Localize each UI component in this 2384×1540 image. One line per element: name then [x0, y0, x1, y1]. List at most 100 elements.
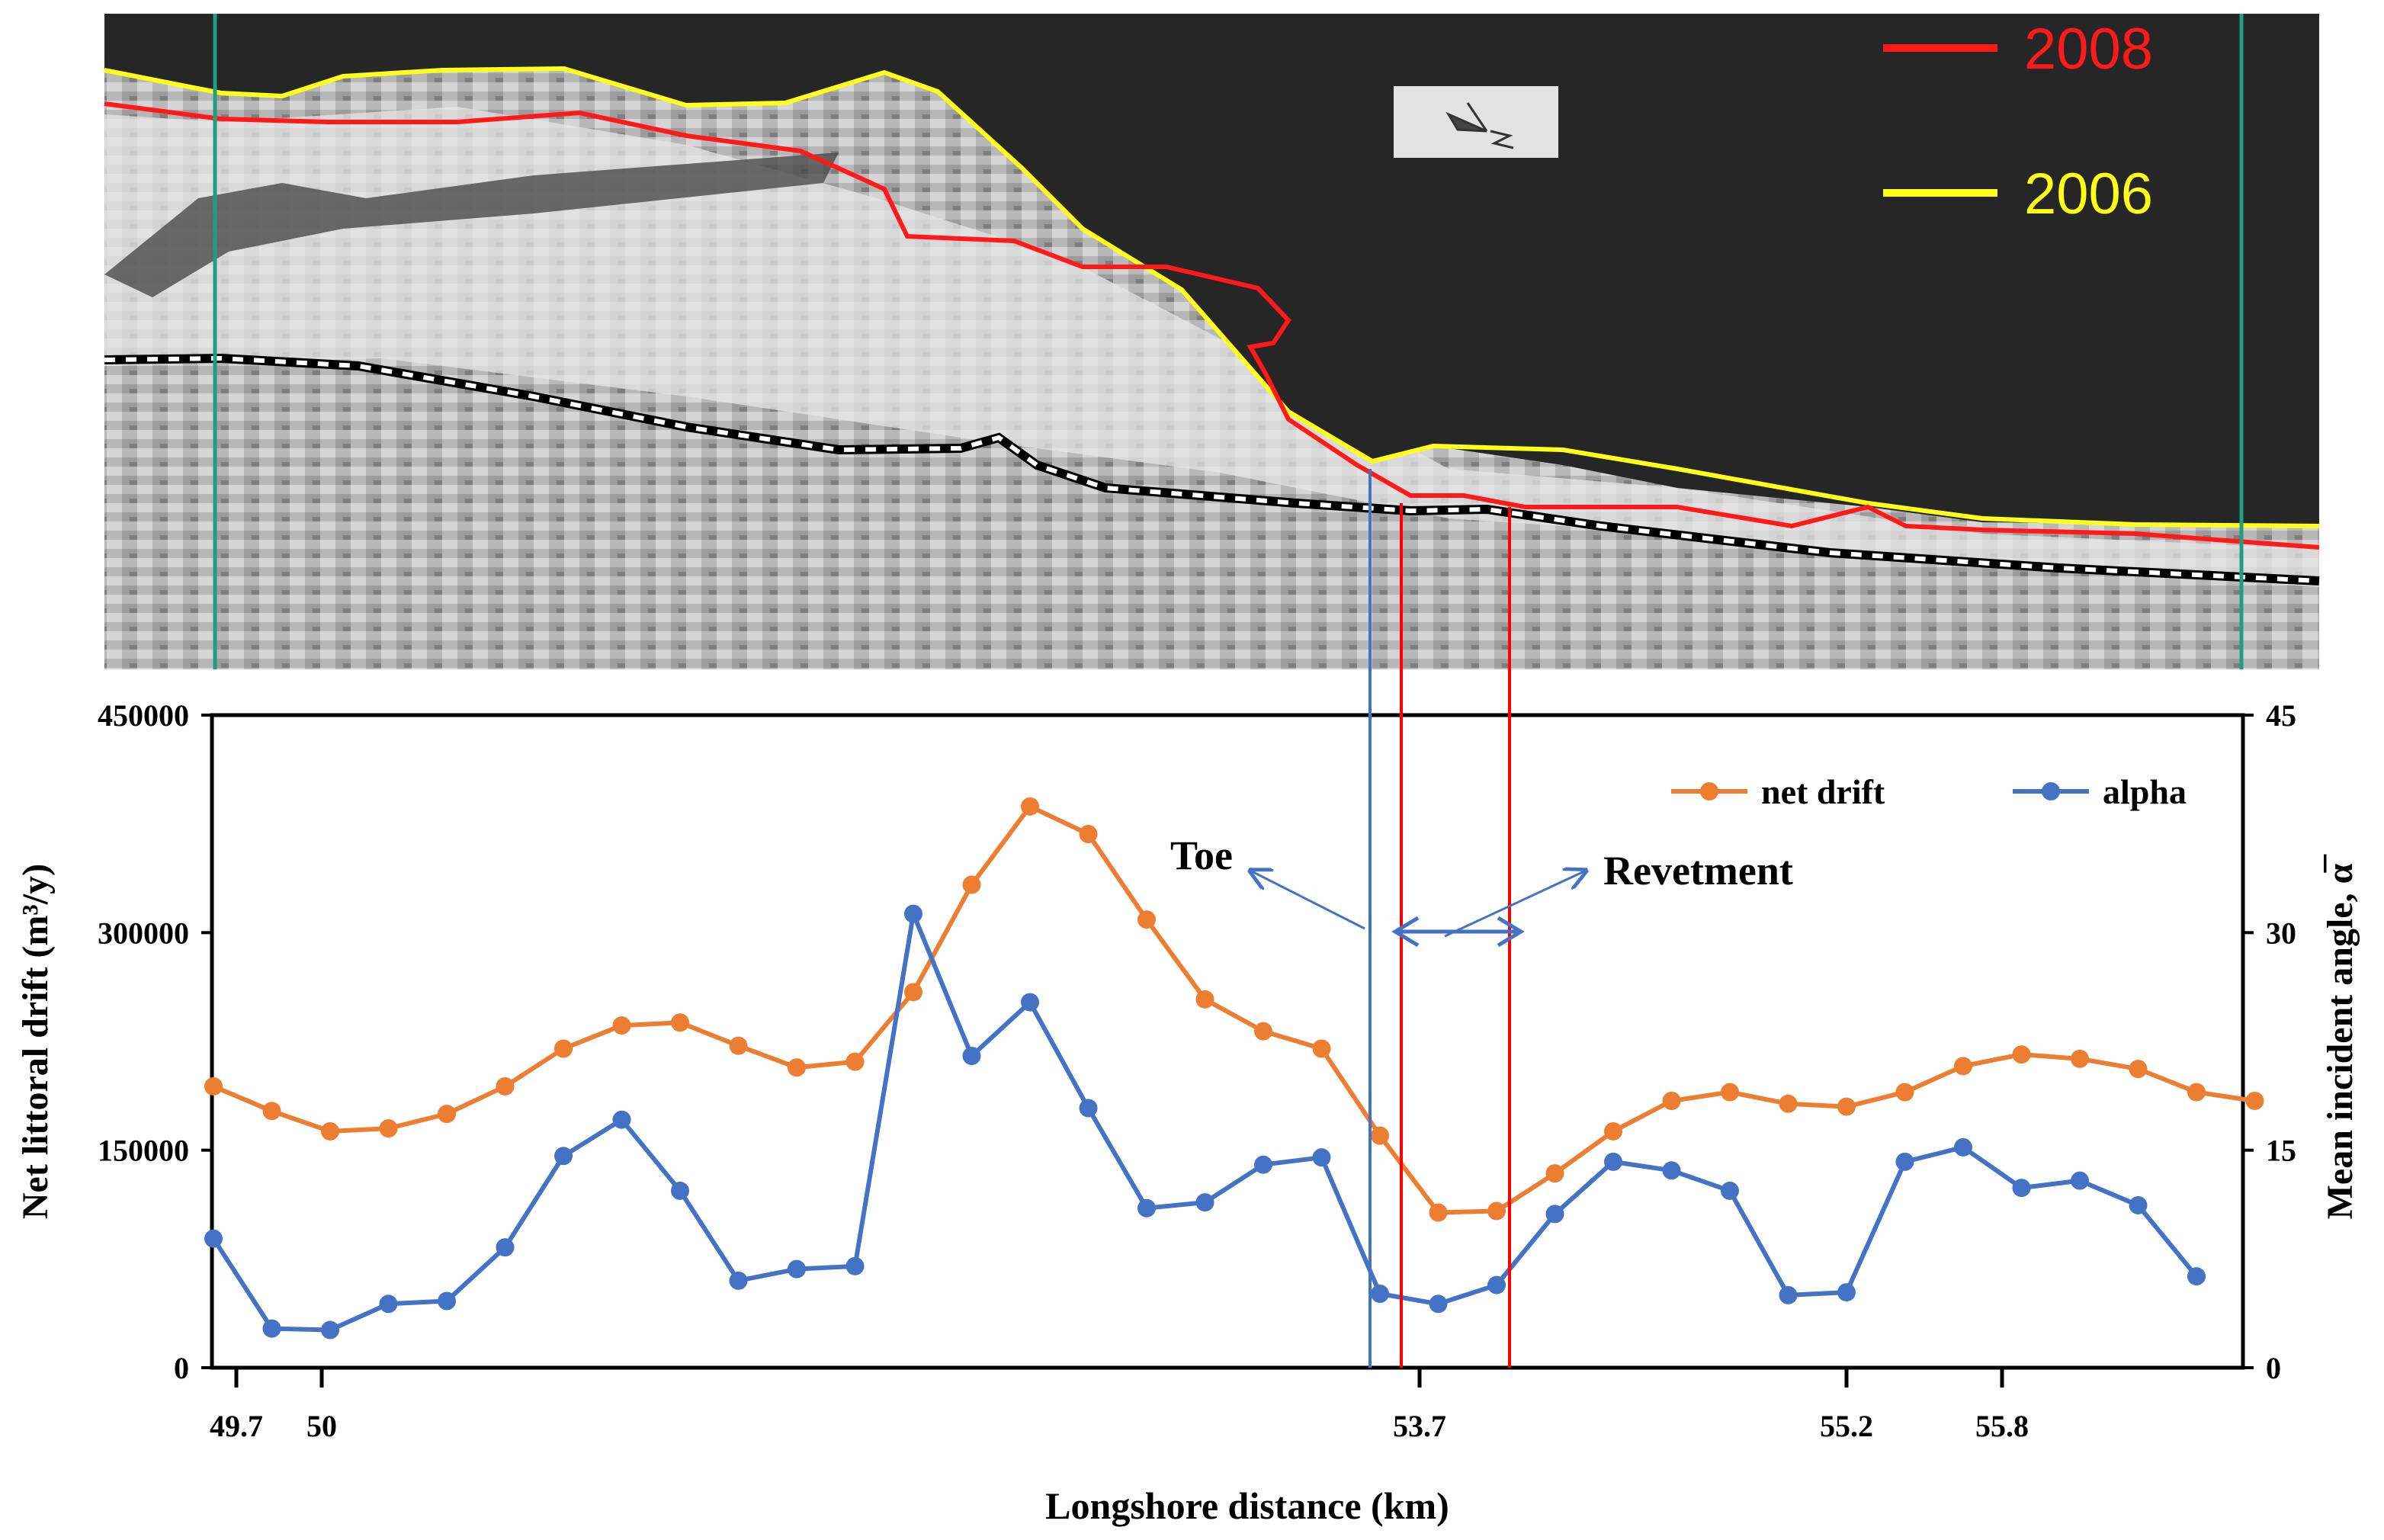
data-point-net-drift: [729, 1036, 748, 1055]
road-line-dashes: [104, 355, 2320, 583]
legend-2006-label: 2006: [2024, 162, 2153, 226]
data-point-net-drift: [1779, 1094, 1798, 1113]
data-point-net-drift: [1254, 1022, 1272, 1041]
data-point-net-drift: [1662, 1091, 1681, 1110]
toe-arrow: [1250, 871, 1365, 930]
data-point-alpha: [1662, 1161, 1681, 1180]
x-tick-label: 53.7: [1393, 1409, 1446, 1443]
data-point-alpha: [1604, 1152, 1622, 1171]
data-point-net-drift: [1895, 1083, 1914, 1102]
data-point-net-drift: [1371, 1126, 1389, 1145]
shoreline-2008: [104, 101, 2320, 550]
legend-2008-label: 2008: [2024, 17, 2153, 82]
data-point-alpha: [1079, 1099, 1098, 1118]
data-point-net-drift: [262, 1102, 281, 1121]
data-point-alpha: [845, 1256, 865, 1275]
legend-net-drift-label: net drift: [1761, 772, 1885, 811]
data-point-alpha: [379, 1295, 398, 1314]
data-point-net-drift: [1721, 1083, 1739, 1102]
data-point-alpha: [1721, 1181, 1739, 1200]
data-point-alpha: [2012, 1179, 2031, 1198]
y2-tick-label: 45: [2266, 698, 2296, 733]
data-point-net-drift: [1487, 1202, 1506, 1221]
sea-area: [104, 14, 2319, 526]
data-point-net-drift: [1604, 1121, 1622, 1141]
chart-legend: net drift alpha: [1671, 772, 2187, 811]
data-point-alpha: [2129, 1195, 2148, 1214]
data-point-alpha: [321, 1320, 339, 1339]
data-point-net-drift: [1545, 1164, 1564, 1183]
axis-layer: 0 150000 300000 450000 0 15 30 45 49.7 50 53.7 55.2…: [98, 698, 2296, 1443]
satellite-image: 2008 2006: [104, 14, 2320, 669]
data-point-net-drift: [2071, 1049, 2089, 1068]
y-tick-label: 0: [174, 1351, 189, 1385]
data-point-net-drift: [1021, 797, 1039, 816]
shoreline-2006: [104, 66, 2320, 528]
data-point-alpha: [788, 1259, 806, 1279]
y2-tick-label: 0: [2266, 1351, 2281, 1385]
data-point-alpha: [262, 1319, 281, 1338]
y-tick-label: 150000: [98, 1134, 189, 1168]
x-tick-label: 50: [306, 1409, 337, 1443]
legend-alpha-label: alpha: [2103, 772, 2187, 811]
data-point-net-drift: [845, 1052, 865, 1071]
annotations: Toe Revetment: [1170, 833, 1793, 948]
y2-tick-label: 30: [2266, 916, 2296, 950]
data-point-net-drift: [2245, 1091, 2264, 1110]
data-point-net-drift: [1312, 1039, 1331, 1058]
data-point-net-drift: [379, 1119, 398, 1138]
dark-lagoon-channel: [104, 152, 839, 297]
y-axis-title: Net littoral drift (m³/y): [15, 864, 56, 1219]
data-point-alpha: [729, 1271, 748, 1290]
data-point-alpha: [1779, 1285, 1798, 1304]
x-axis-title: Longshore distance (km): [1045, 1484, 1449, 1527]
data-point-net-drift: [1195, 990, 1214, 1009]
toe-label: Toe: [1170, 833, 1233, 878]
data-point-alpha: [904, 904, 922, 923]
y2-axis-title: Mean incident angle, α̅: [2320, 854, 2360, 1220]
data-point-net-drift: [554, 1039, 573, 1058]
data-point-alpha: [554, 1147, 573, 1166]
x-tick-label: 55.8: [1975, 1409, 2029, 1443]
north-arrow-icon: [1394, 86, 1558, 158]
series-layer: [204, 797, 2264, 1339]
data-point-net-drift: [1429, 1203, 1448, 1222]
legend-net-drift-marker: [1700, 782, 1718, 800]
data-point-alpha: [1545, 1205, 1564, 1224]
data-point-alpha: [671, 1181, 689, 1200]
plot-frame: [210, 713, 2245, 1370]
data-point-alpha: [1195, 1193, 1214, 1212]
revetment-label: Revetment: [1603, 848, 1793, 894]
data-point-net-drift: [788, 1058, 806, 1077]
data-point-alpha: [204, 1229, 223, 1248]
data-point-net-drift: [438, 1105, 456, 1124]
data-point-net-drift: [904, 983, 922, 1002]
data-point-net-drift: [1837, 1097, 1856, 1116]
y2-tick-label: 15: [2266, 1134, 2296, 1168]
data-point-alpha: [1954, 1137, 1972, 1157]
x-tick-label: 49.7: [210, 1409, 263, 1443]
data-point-alpha: [1429, 1295, 1448, 1314]
data-point-alpha: [2187, 1267, 2206, 1286]
x-tick-label: 55.2: [1820, 1409, 1873, 1443]
data-point-net-drift: [496, 1076, 515, 1096]
data-point-alpha: [438, 1291, 456, 1311]
data-point-alpha: [496, 1238, 515, 1257]
chart: 0 150000 300000 450000 0 15 30 45 49.7 50 53.7 55.2…: [15, 469, 2360, 1527]
data-point-alpha: [612, 1110, 631, 1129]
data-point-net-drift: [612, 1016, 631, 1035]
data-point-net-drift: [671, 1013, 689, 1032]
data-point-net-drift: [321, 1121, 339, 1141]
series-line-net-drift: [212, 804, 2255, 1215]
data-point-net-drift: [1079, 824, 1098, 843]
data-point-net-drift: [204, 1076, 223, 1096]
data-point-net-drift: [2129, 1060, 2148, 1079]
data-point-alpha: [1021, 993, 1039, 1012]
data-point-alpha: [1837, 1283, 1856, 1302]
beach-bright-band: [104, 107, 2319, 587]
data-point-alpha: [1487, 1275, 1506, 1295]
image-legend: 2008 2006: [1883, 17, 2153, 226]
data-point-alpha: [1254, 1155, 1272, 1174]
data-point-net-drift: [1954, 1057, 1972, 1076]
